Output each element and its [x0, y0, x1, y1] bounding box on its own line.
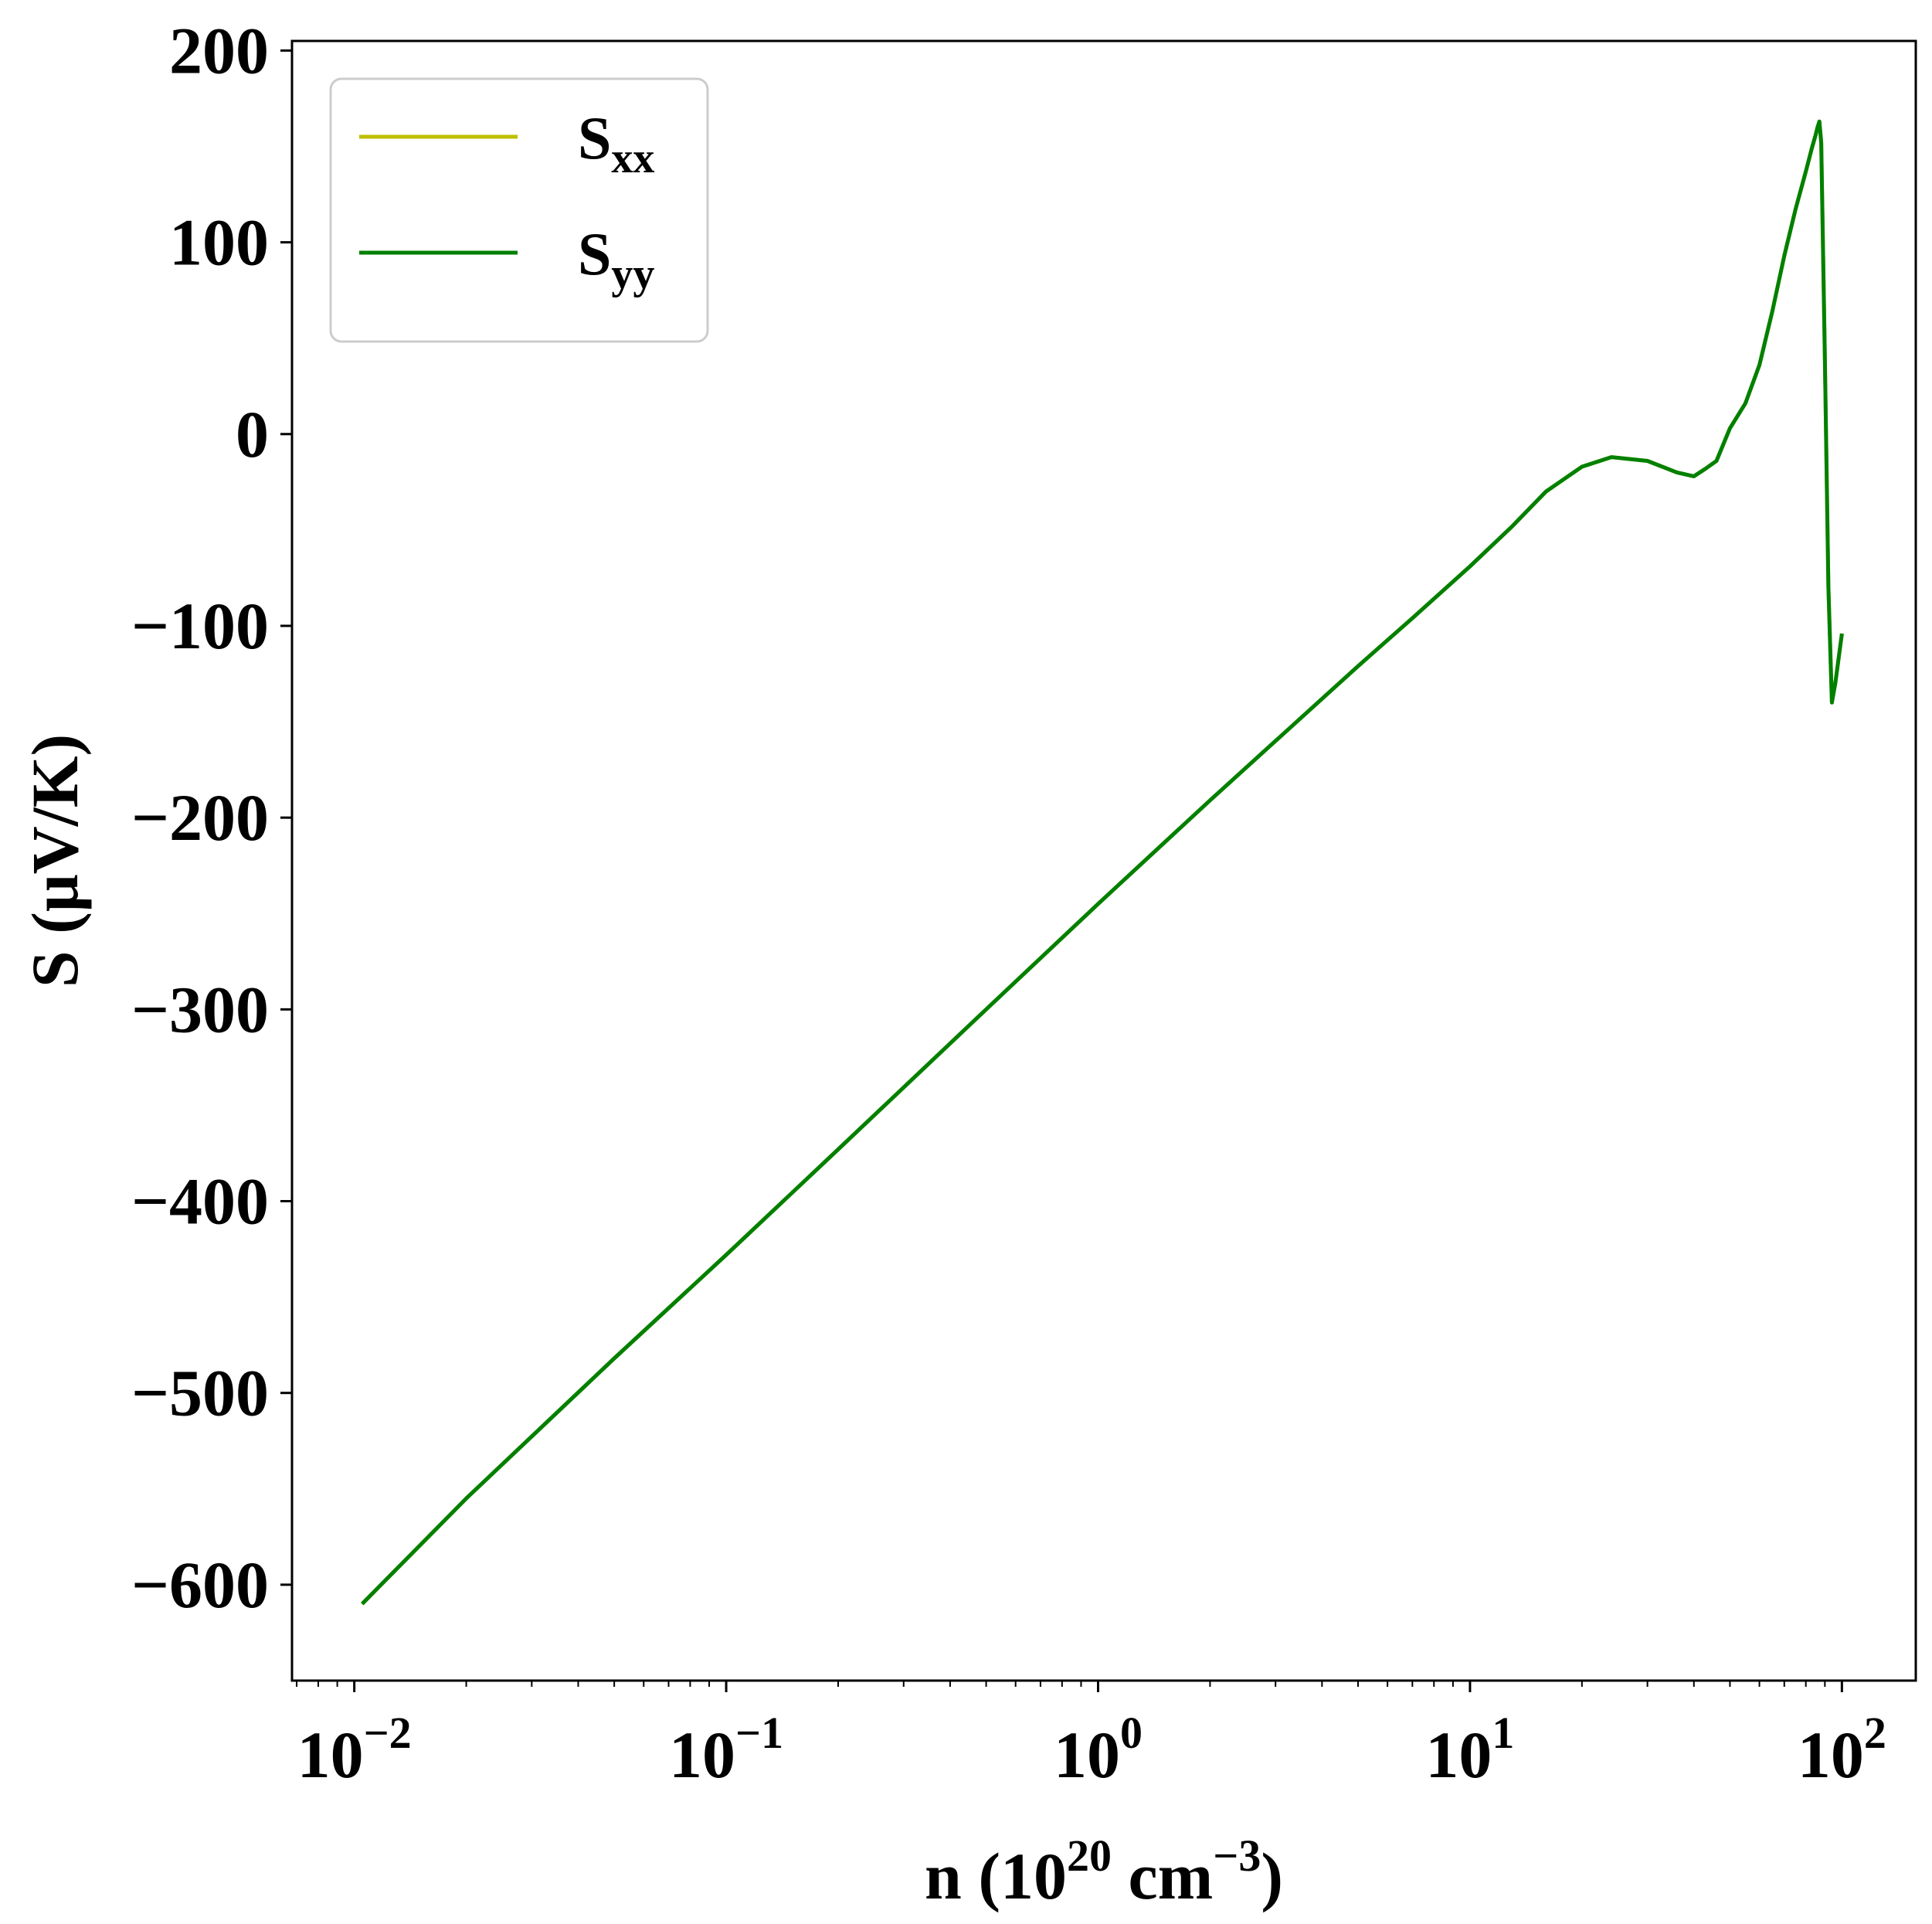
- x-tick-label-base: 10: [1425, 1718, 1492, 1792]
- legend: Sxx Syy: [329, 77, 709, 343]
- y-tick-label: −500: [131, 1356, 269, 1430]
- series-layer: [361, 119, 1844, 1606]
- legend-label-syy-sub: yy: [611, 250, 654, 298]
- y-axis-title: S (μV/K): [18, 734, 92, 987]
- legend-label-syy: Syy: [578, 220, 654, 298]
- x-tick-label-base: 10: [297, 1718, 364, 1792]
- legend-label-syy-base: S: [578, 220, 611, 287]
- series-line-syy: [361, 119, 1844, 1606]
- x-tick-label-exp: 0: [1120, 1708, 1143, 1758]
- x-tick-label: 102: [1798, 1708, 1886, 1792]
- x-tick-label: 10−2: [297, 1708, 412, 1792]
- x-ticks: 10−2 10−1 100 101 102: [297, 1681, 1886, 1792]
- x-axis-title: n (1020 cm−3): [925, 1831, 1283, 1913]
- x-tick-label-base: 10: [669, 1718, 735, 1792]
- x-tick-label-exp: −2: [364, 1708, 412, 1758]
- x-axis-title-post: ): [1261, 1839, 1283, 1913]
- legend-frame: [329, 77, 709, 343]
- y-tick-label: 0: [236, 397, 269, 471]
- x-tick-label-base: 10: [1054, 1718, 1120, 1792]
- y-tick-label: −400: [131, 1164, 269, 1239]
- y-tick-label: −600: [131, 1548, 269, 1622]
- legend-label-sxx: Sxx: [578, 104, 654, 182]
- x-tick-label: 100: [1054, 1708, 1143, 1792]
- x-axis-title-exp1: 20: [1067, 1831, 1112, 1881]
- y-tick-label: 100: [169, 206, 269, 280]
- legend-label-sxx-sub: xx: [611, 134, 654, 182]
- x-minor-ticks: [296, 1681, 1826, 1687]
- x-tick-label-exp: −1: [735, 1708, 783, 1758]
- x-tick-label-base: 10: [1798, 1718, 1864, 1792]
- y-tick-label: −300: [131, 972, 269, 1046]
- x-axis-title-exp2: −3: [1213, 1831, 1261, 1881]
- x-tick-label: 101: [1425, 1708, 1514, 1792]
- x-axis-title-mid: cm: [1112, 1839, 1213, 1913]
- legend-label-sxx-base: S: [578, 104, 611, 172]
- x-axis-title-pre: n (10: [925, 1839, 1067, 1913]
- y-ticks: 200 100 0 −100 −200 −300 −400 −500 −600: [131, 13, 292, 1622]
- x-tick-label-exp: 1: [1492, 1708, 1514, 1758]
- y-tick-label: 200: [169, 13, 269, 87]
- y-tick-label: −200: [131, 780, 269, 855]
- x-tick-label: 10−1: [669, 1708, 783, 1792]
- x-tick-label-exp: 2: [1864, 1708, 1886, 1758]
- y-tick-label: −100: [131, 589, 269, 663]
